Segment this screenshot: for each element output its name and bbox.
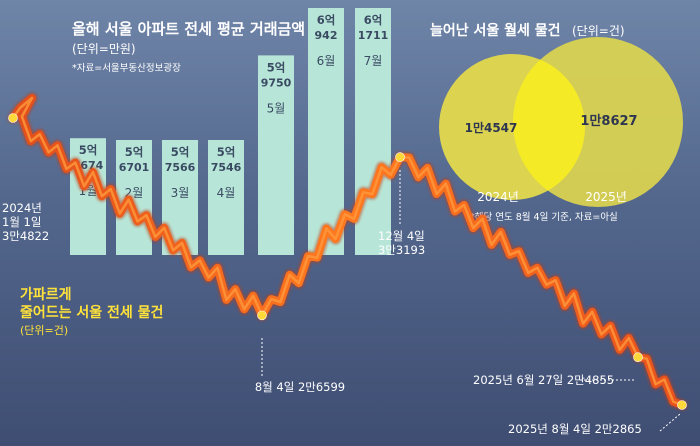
bar-value-label-1: 5억 [171, 145, 190, 159]
line-point-marker [395, 152, 405, 162]
bar-4: 5억 7546 4월 [208, 140, 244, 255]
bar-5: 5억 9750 5월 [258, 55, 294, 256]
bar-chart-source: *자료=서울부동산정보광장 [72, 62, 181, 74]
line-point-marker [8, 113, 18, 123]
listing-line-chart [7, 92, 688, 411]
venn-year-2025: 2025년 [585, 190, 627, 204]
line-point-label: 2024년 [2, 201, 42, 215]
leader-line [659, 413, 681, 432]
venn-unit: (단위=건) [572, 24, 625, 38]
bar-value-label-2: 6701 [119, 161, 150, 174]
bar-category-label: 3월 [171, 186, 190, 200]
bar-value-label-1: 5억 [267, 60, 286, 74]
bar-value-label-2: 1711 [358, 29, 389, 42]
bar-rect [355, 8, 391, 255]
line-chart-title-1: 가파르게 [20, 287, 72, 303]
bar-value-label-1: 5억 [125, 145, 144, 159]
venn-overlap [513, 59, 585, 191]
line-point-marker [633, 352, 643, 363]
bar-category-label: 6월 [317, 54, 336, 68]
bar-value-label-1: 6억 [364, 13, 383, 27]
venn-note: *해당 연도 8월 4일 기준, 자료=아실 [470, 211, 618, 223]
line-point-marker [257, 310, 267, 321]
bar-category-label: 7월 [364, 54, 383, 68]
bar-chart-unit: (단위=만원) [72, 42, 136, 56]
bar-value-label-2: 942 [315, 29, 338, 42]
bar-value-label-2: 7566 [165, 161, 196, 174]
bar-rect [308, 8, 344, 255]
bar-chart-title: 올해 서울 아파트 전세 평균 거래금액 [72, 20, 305, 38]
line-point-label: 1월 1일 [2, 215, 41, 229]
bar-value-label-1: 5억 [79, 143, 98, 157]
bar-value-label-1: 6억 [317, 13, 336, 27]
bar-value-label-2: 7546 [211, 161, 242, 174]
bar-rect [208, 140, 244, 255]
venn-diagram: 1만4547 1만8627 2024년 2025년 [439, 37, 683, 207]
line-highlight [11, 96, 684, 407]
venn-value-2025: 1만8627 [580, 113, 637, 129]
line-point-label: 8월 4일 2만6599 [255, 380, 345, 394]
bar-category-label: 5월 [267, 101, 286, 115]
venn-value-2024: 1만4547 [465, 120, 518, 135]
line-chart-unit: (단위=건) [20, 324, 68, 337]
bar-rect [116, 140, 152, 255]
bar-rect [258, 55, 294, 256]
bar-6: 6억 942 6월 [308, 8, 344, 255]
line-point-label: 3만3193 [378, 243, 425, 257]
line-point-label: 2025년 6월 27일 2만4855 [473, 373, 614, 387]
line-point-label: 3만4822 [2, 229, 49, 243]
bar-7: 6억 1711 7월 [355, 8, 391, 255]
venn-year-2024: 2024년 [477, 190, 519, 204]
line-point-label: 12월 4일 [378, 229, 425, 243]
venn-title: 늘어난 서울 월세 물건 [430, 22, 561, 39]
bar-value-label-2: 9750 [261, 76, 292, 89]
line-chart-title-2: 줄어드는 서울 전세 물건 [20, 304, 163, 321]
bar-value-label-1: 5억 [217, 145, 236, 159]
bar-category-label: 4월 [217, 186, 236, 200]
bar-chart: 5억76741월5억67012월5억75663월5억75464월5억97505월… [70, 8, 391, 256]
line-point-label: 2025년 8월 4일 2만2865 [508, 422, 642, 436]
line-point-marker [677, 400, 687, 410]
